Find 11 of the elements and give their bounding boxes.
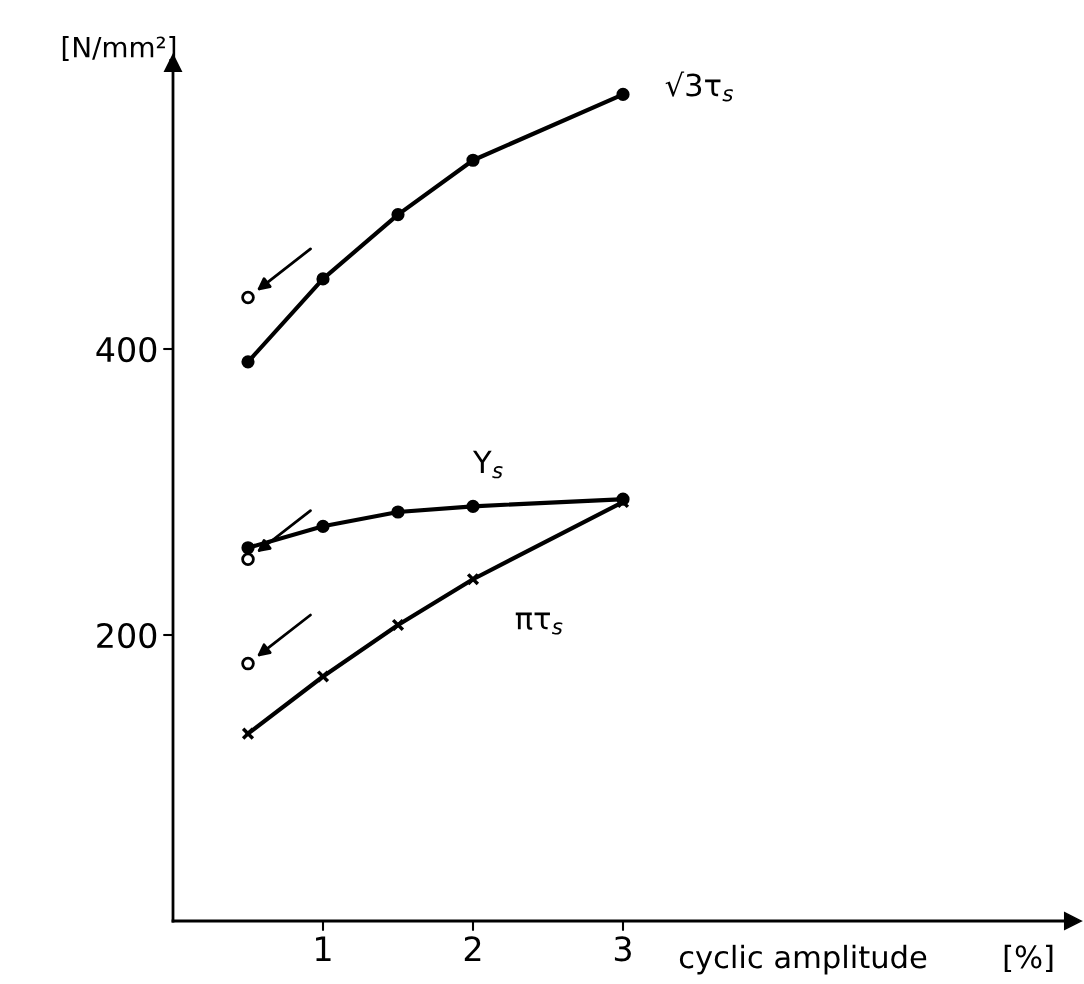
y-axis-title: [N/mm²]	[62, 36, 176, 61]
series-label: √3τ$_{s}$	[665, 71, 733, 102]
x-tick-label: 2	[464, 936, 481, 961]
x-axis-title: cyclic amplitude	[679, 944, 927, 975]
series-label: Y$_{s}$	[472, 450, 503, 479]
y-tick-label: 200	[97, 622, 157, 649]
text: [%]	[1004, 944, 1053, 973]
y-tick-label: 400	[96, 336, 157, 363]
series-label: πτ$_{s}$	[515, 612, 563, 635]
x-tick-label: 1	[316, 936, 331, 961]
x-tick-label: 3	[614, 936, 631, 962]
